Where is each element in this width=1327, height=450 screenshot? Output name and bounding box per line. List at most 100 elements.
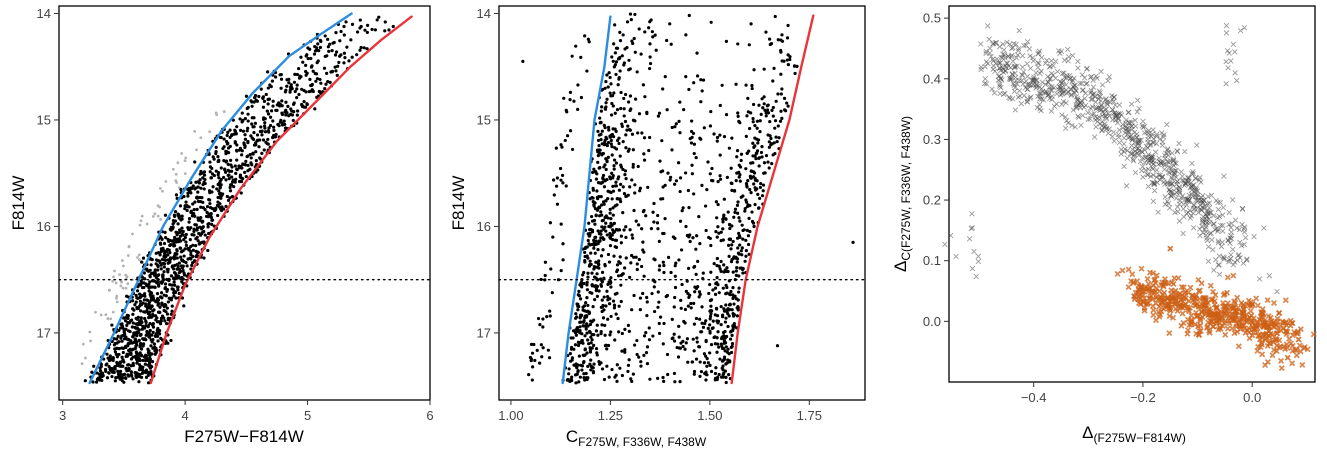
- group-1-point: [1177, 198, 1183, 204]
- star-point: [623, 119, 628, 124]
- star-point: [140, 367, 145, 372]
- star-point: [271, 119, 275, 123]
- star-point: [162, 265, 166, 269]
- group-2-point: [1152, 288, 1159, 295]
- star-point: [181, 249, 185, 253]
- star-point: [610, 367, 614, 372]
- star-point: [129, 370, 134, 374]
- star-point: [732, 322, 736, 326]
- star-point: [107, 371, 111, 375]
- star-point: [677, 346, 681, 350]
- star-point: [358, 18, 362, 22]
- star-point: [90, 370, 94, 374]
- star-point: [609, 280, 613, 285]
- star-point: [728, 237, 732, 241]
- star-point: [370, 27, 374, 32]
- group-1-point: [1168, 193, 1174, 199]
- star-point: [614, 161, 618, 165]
- group-1-point: [1042, 90, 1048, 96]
- group-1-point: [1160, 134, 1167, 140]
- star-point: [169, 312, 173, 316]
- star-point: [582, 319, 586, 323]
- star-point: [768, 37, 772, 41]
- rejected-star-point: [111, 310, 115, 314]
- star-point: [264, 92, 268, 97]
- star-point: [122, 316, 126, 320]
- star-point: [600, 105, 604, 109]
- star-point: [654, 48, 658, 52]
- group-1-point: [1006, 75, 1013, 82]
- group-1-point: [1237, 239, 1243, 246]
- group-2-point: [1253, 295, 1260, 302]
- star-point: [718, 357, 722, 361]
- group-1-point: [1148, 173, 1154, 179]
- group-2-point: [1131, 293, 1138, 300]
- star-point: [240, 149, 244, 153]
- star-point: [280, 123, 285, 127]
- star-point: [202, 187, 206, 191]
- star-point: [149, 263, 153, 267]
- star-point: [229, 158, 233, 162]
- star-point: [688, 239, 692, 244]
- group-1-point: [1060, 89, 1067, 95]
- group-1-point: [1130, 156, 1136, 162]
- star-point: [599, 181, 603, 185]
- group-1-point: [1161, 161, 1167, 168]
- star-point: [342, 33, 346, 37]
- star-point: [117, 352, 121, 357]
- star-point: [134, 293, 138, 297]
- star-point: [296, 109, 300, 113]
- star-point: [309, 65, 314, 69]
- group-1-point: [1159, 130, 1165, 136]
- star-point: [605, 73, 609, 77]
- star-point: [751, 141, 755, 145]
- group-1-point: [1199, 218, 1206, 225]
- star-point: [746, 179, 750, 183]
- star-point: [245, 155, 249, 159]
- star-point: [628, 228, 632, 232]
- star-point: [163, 319, 167, 323]
- star-point: [577, 354, 581, 358]
- group-1-point: [997, 90, 1003, 97]
- star-point: [305, 102, 309, 107]
- star-point: [586, 303, 590, 308]
- star-point: [591, 188, 595, 192]
- star-point: [129, 352, 133, 357]
- group-1-point: [1211, 221, 1217, 227]
- star-point: [632, 293, 636, 298]
- star-point: [644, 351, 649, 355]
- star-point: [635, 70, 639, 74]
- star-point: [695, 336, 699, 340]
- rejected-star-point: [139, 219, 143, 223]
- star-point: [155, 292, 160, 296]
- star-point: [599, 229, 603, 233]
- star-point: [206, 225, 210, 229]
- star-point: [752, 182, 756, 186]
- star-point: [730, 243, 734, 247]
- star-point: [620, 331, 624, 336]
- group-2-point: [1222, 331, 1229, 338]
- group-1-point: [1198, 197, 1204, 204]
- group-1-point: [1112, 102, 1118, 108]
- star-point: [761, 183, 766, 187]
- star-point: [605, 159, 609, 164]
- star-point: [792, 64, 797, 68]
- star-point: [163, 258, 168, 262]
- star-point: [149, 315, 153, 319]
- group-1-point: [1169, 150, 1175, 156]
- star-point: [673, 125, 677, 129]
- star-point: [329, 70, 333, 74]
- group-1-point: [1116, 139, 1123, 146]
- group-1-point: [1211, 267, 1217, 273]
- star-point: [690, 135, 694, 140]
- star-point: [609, 217, 613, 221]
- star-point: [590, 283, 594, 287]
- star-point: [144, 324, 148, 328]
- star-point: [611, 59, 615, 63]
- star-point: [223, 168, 227, 172]
- group-1-point: [1193, 191, 1199, 198]
- group-1-point: [1207, 231, 1213, 237]
- star-point: [720, 315, 725, 319]
- star-point: [148, 353, 152, 358]
- group-1-point: [1004, 39, 1010, 46]
